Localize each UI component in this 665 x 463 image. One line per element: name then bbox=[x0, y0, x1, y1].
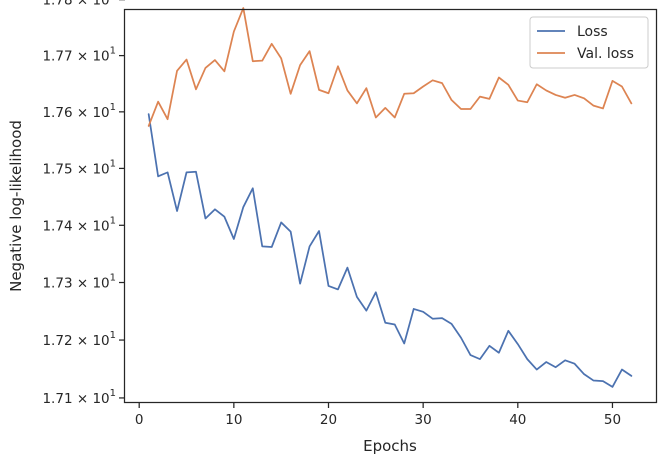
y-axis-label: Negative log-likelihood bbox=[7, 120, 25, 292]
y-tick-exponent: 1 bbox=[110, 46, 116, 57]
y-tick-label: 1.73 × 101 bbox=[42, 273, 116, 292]
y-tick-times: × bbox=[73, 105, 93, 121]
y-tick-times: × bbox=[73, 218, 93, 234]
y-tick-times: × bbox=[73, 333, 93, 349]
y-tick-label: 1.72 × 101 bbox=[42, 330, 116, 349]
y-tick-mantissa: 1.71 bbox=[42, 391, 72, 407]
y-tick-mantissa: 1.78 bbox=[42, 0, 72, 9]
x-tick-label: 20 bbox=[320, 412, 337, 428]
y-tick-base: 10 bbox=[92, 333, 109, 349]
x-tick-label: 40 bbox=[509, 412, 526, 428]
y-tick-label: 1.76 × 101 bbox=[42, 102, 116, 121]
y-tick-label: 1.71 × 101 bbox=[42, 388, 116, 407]
y-tick-label: 1.78 × 101 bbox=[42, 0, 116, 9]
y-tick-exponent: 1 bbox=[110, 102, 116, 113]
y-tick-exponent: 1 bbox=[110, 158, 116, 169]
y-tick-mantissa: 1.75 bbox=[42, 161, 72, 177]
y-tick-base: 10 bbox=[92, 276, 109, 292]
y-tick-mantissa: 1.73 bbox=[42, 276, 72, 292]
y-tick-base: 10 bbox=[92, 105, 109, 121]
series-layer bbox=[147, 7, 633, 388]
y-tick-exponent: 1 bbox=[110, 215, 116, 226]
x-tick-label: 0 bbox=[135, 412, 144, 428]
series-line-val-loss bbox=[147, 7, 633, 127]
y-tick-exponent: 1 bbox=[110, 388, 116, 399]
y-tick-base: 10 bbox=[92, 391, 109, 407]
y-tick-exponent: 1 bbox=[110, 0, 116, 1]
x-axis-label: Epochs bbox=[363, 437, 417, 455]
x-tick-label: 50 bbox=[604, 412, 621, 428]
y-tick-mantissa: 1.76 bbox=[42, 105, 72, 121]
y-tick-base: 10 bbox=[92, 161, 109, 177]
legend-box bbox=[529, 16, 649, 69]
y-tick-base: 10 bbox=[92, 49, 109, 65]
y-tick-times: × bbox=[73, 0, 93, 9]
y-tick-times: × bbox=[73, 391, 93, 407]
y-tick-label: 1.77 × 101 bbox=[42, 46, 116, 65]
y-tick-exponent: 1 bbox=[110, 273, 116, 284]
y-tick-base: 10 bbox=[92, 0, 109, 9]
y-tick-exponent: 1 bbox=[110, 330, 116, 341]
y-tick-label: 1.75 × 101 bbox=[42, 158, 116, 177]
y-tick-times: × bbox=[73, 49, 93, 65]
plot-frame bbox=[123, 8, 658, 404]
x-tick-label: 10 bbox=[225, 412, 242, 428]
series-line-loss bbox=[147, 113, 633, 388]
x-axis: 0 10 20 30 40 50 bbox=[135, 402, 621, 428]
y-tick-mantissa: 1.74 bbox=[42, 218, 72, 234]
legend-label: Val. loss bbox=[577, 46, 634, 62]
y-tick-mantissa: 1.72 bbox=[42, 333, 72, 349]
y-tick-base: 10 bbox=[92, 218, 109, 234]
x-tick-label: 30 bbox=[415, 412, 432, 428]
y-tick-times: × bbox=[73, 161, 93, 177]
y-tick-times: × bbox=[73, 276, 93, 292]
legend: Loss Val. loss bbox=[529, 16, 649, 69]
legend-label: Loss bbox=[577, 24, 608, 40]
y-tick-mantissa: 1.77 bbox=[42, 49, 72, 65]
y-tick-label: 1.74 × 101 bbox=[42, 215, 116, 234]
